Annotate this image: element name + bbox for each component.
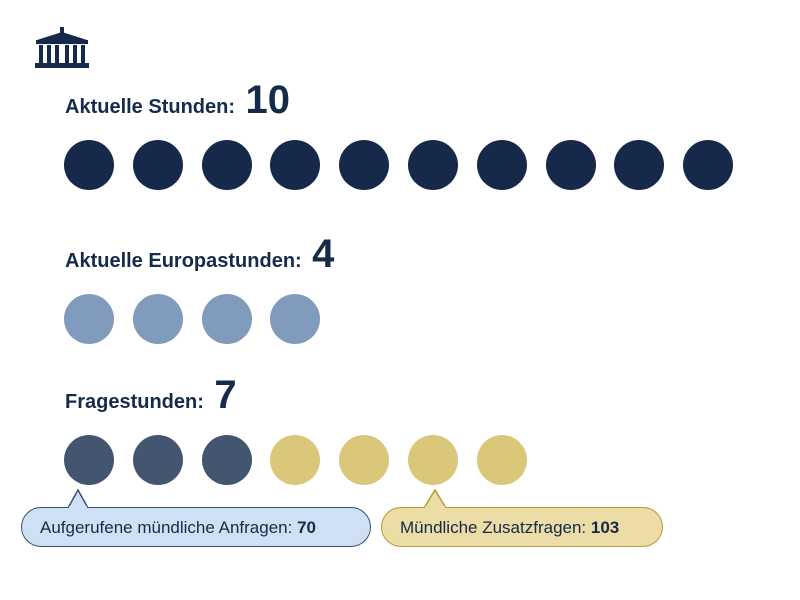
section-heading: Fragestunden: 7 xyxy=(65,373,237,417)
dot-mark xyxy=(408,435,458,485)
section-heading: Aktuelle Europastunden: 4 xyxy=(65,232,334,276)
dot-row xyxy=(64,435,527,487)
callout-value: 103 xyxy=(590,518,620,537)
section-label: Aktuelle Europastunden: xyxy=(65,250,302,272)
dot-mark xyxy=(339,435,390,485)
dot-mark xyxy=(201,435,252,485)
dot-mark xyxy=(476,140,527,190)
section-count: 4 xyxy=(312,232,335,276)
section-heading: Aktuelle Stunden: 10 xyxy=(65,78,290,122)
section-aktuelle-europastunden: Aktuelle Europastunden: 4 xyxy=(64,232,334,346)
dot-mark xyxy=(339,140,390,190)
dot-mark xyxy=(408,140,458,190)
callout-text: Aufgerufene mündliche Anfragen: xyxy=(40,518,293,537)
parliament-building-icon xyxy=(35,27,89,68)
callout-text: Mündliche Zusatzfragen: xyxy=(400,518,587,537)
dot-mark xyxy=(545,140,596,190)
section-aktuelle-stunden: Aktuelle Stunden: 10 xyxy=(64,78,734,192)
dot-mark xyxy=(270,294,321,344)
dot-mark xyxy=(64,435,114,485)
section-count: 7 xyxy=(214,373,237,417)
dot-mark xyxy=(270,140,321,190)
dot-row xyxy=(64,294,334,346)
dot-mark xyxy=(64,294,114,344)
dot-mark xyxy=(132,294,183,344)
dot-mark xyxy=(64,140,114,190)
dot-mark xyxy=(201,140,252,190)
dot-mark xyxy=(476,435,527,485)
callout-oral-questions: Aufgerufene mündliche Anfragen: 70 xyxy=(21,507,371,547)
dot-mark xyxy=(270,435,321,485)
dot-mark xyxy=(132,140,183,190)
dot-row xyxy=(64,140,734,192)
dot-mark xyxy=(132,435,183,485)
callout-supplementary-questions: Mündliche Zusatzfragen: 103 xyxy=(381,507,663,547)
section-label: Fragestunden: xyxy=(65,391,204,413)
section-label: Aktuelle Stunden: xyxy=(65,96,236,118)
section-count: 10 xyxy=(245,78,290,122)
dot-mark xyxy=(683,140,734,190)
section-fragestunden: Fragestunden: 7 xyxy=(64,373,527,487)
dot-mark xyxy=(201,294,252,344)
callout-value: 70 xyxy=(297,518,316,537)
dot-mark xyxy=(614,140,665,190)
